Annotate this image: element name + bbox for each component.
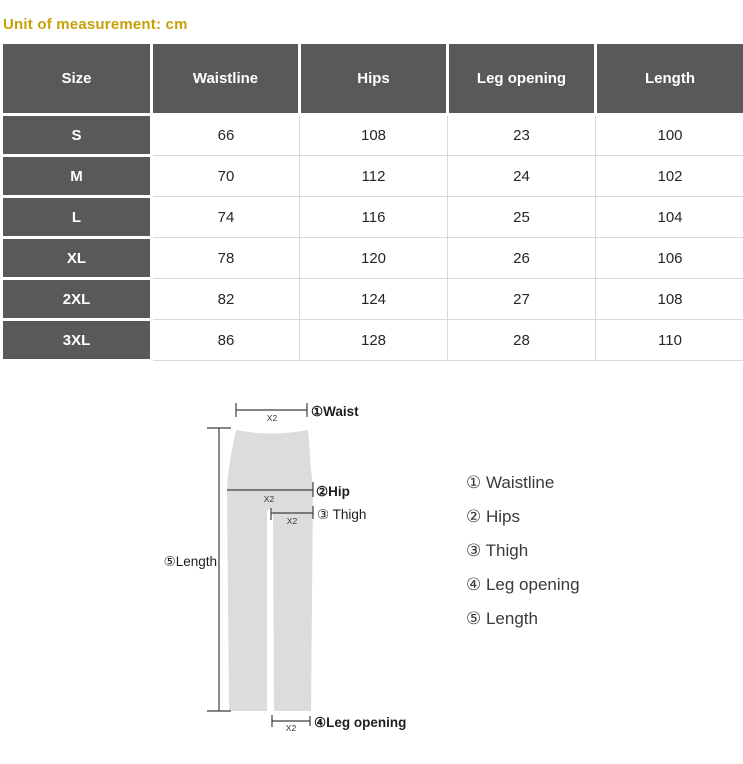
value-cell: 74 [151, 196, 300, 238]
pants-silhouette [227, 430, 313, 711]
column-header-hips: Hips [298, 41, 449, 116]
measurement-legend: ① Waistline ② Hips ③ Thigh ④ Leg opening… [466, 466, 580, 636]
value-cell: 78 [151, 237, 300, 279]
table-row: 3XL 86 128 28 110 [0, 318, 743, 362]
value-cell: 120 [299, 237, 448, 279]
length-annotation: ⑤Length [164, 554, 217, 569]
column-header-leg-opening: Leg opening [446, 41, 597, 116]
table-row: S 66 108 23 100 [0, 113, 743, 157]
measurement-lines [207, 403, 314, 727]
legend-item-hips: ② Hips [466, 507, 520, 526]
legend-item-leg-opening: ④ Leg opening [466, 575, 580, 594]
value-cell: 66 [151, 114, 300, 156]
value-cell: 25 [447, 196, 596, 238]
value-cell: 24 [447, 155, 596, 197]
value-cell: 86 [151, 319, 300, 361]
size-label: XL [0, 236, 153, 280]
leg-opening-multiplier-label: X2 [286, 723, 297, 733]
value-cell: 106 [595, 237, 743, 279]
leg-opening-annotation: ④Leg opening [314, 715, 406, 730]
size-label: L [0, 195, 153, 239]
size-chart-table: Size Waistline Hips Leg opening Length S… [0, 41, 743, 362]
value-cell: 23 [447, 114, 596, 156]
size-label: S [0, 113, 153, 157]
hip-multiplier-label: X2 [264, 494, 275, 504]
table-row: M 70 112 24 102 [0, 154, 743, 198]
waist-multiplier-label: X2 [267, 413, 278, 423]
value-cell: 100 [595, 114, 743, 156]
value-cell: 70 [151, 155, 300, 197]
value-cell: 27 [447, 278, 596, 320]
table-row: L 74 116 25 104 [0, 195, 743, 239]
value-cell: 26 [447, 237, 596, 279]
value-cell: 104 [595, 196, 743, 238]
column-header-waistline: Waistline [150, 41, 301, 116]
table-row: 2XL 82 124 27 108 [0, 277, 743, 321]
value-cell: 82 [151, 278, 300, 320]
value-cell: 108 [299, 114, 448, 156]
size-label: M [0, 154, 153, 198]
column-header-length: Length [594, 41, 743, 116]
thigh-multiplier-label: X2 [287, 516, 298, 526]
value-cell: 128 [299, 319, 448, 361]
legend-item-length: ⑤ Length [466, 609, 538, 628]
size-label: 2XL [0, 277, 153, 321]
size-label: 3XL [0, 318, 153, 362]
legend-item-waistline: ① Waistline [466, 473, 555, 492]
pants-measurement-diagram: X2 X2 X2 X2 ①Waist ②Hip ③ Thigh ⑤Length … [164, 403, 406, 733]
value-cell: 116 [299, 196, 448, 238]
waist-annotation: ①Waist [311, 404, 359, 419]
hip-annotation: ②Hip [316, 484, 350, 499]
value-cell: 110 [595, 319, 743, 361]
legend-item-thigh: ③ Thigh [466, 541, 529, 560]
thigh-annotation: ③ Thigh [317, 507, 366, 522]
value-cell: 108 [595, 278, 743, 320]
value-cell: 112 [299, 155, 448, 197]
table-row: XL 78 120 26 106 [0, 236, 743, 280]
value-cell: 102 [595, 155, 743, 197]
table-header-row: Size Waistline Hips Leg opening Length [0, 41, 743, 116]
value-cell: 28 [447, 319, 596, 361]
value-cell: 124 [299, 278, 448, 320]
unit-of-measurement-label: Unit of measurement: cm [3, 16, 188, 33]
column-header-size: Size [0, 41, 153, 116]
